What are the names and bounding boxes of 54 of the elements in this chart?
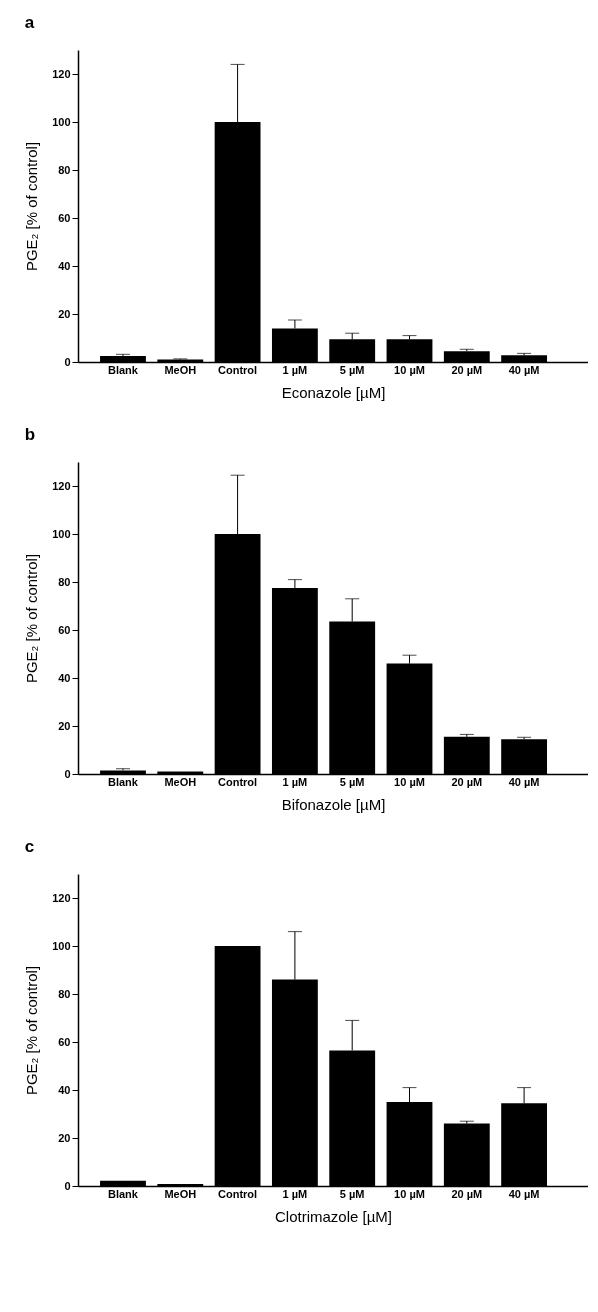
x-tick-label: Blank bbox=[108, 775, 139, 788]
x-tick-label: 20 µM bbox=[451, 1187, 483, 1200]
y-tick-label: 0 bbox=[64, 1179, 71, 1192]
y-tick-label: 60 bbox=[58, 211, 71, 224]
y-tick-label: 120 bbox=[52, 891, 71, 904]
y-tick-label: 0 bbox=[64, 355, 71, 368]
y-tick-label: 20 bbox=[58, 307, 71, 320]
x-tick-label: Control bbox=[218, 363, 258, 376]
x-tick-label: 5 µM bbox=[339, 1187, 365, 1200]
x-tick-label: 5 µM bbox=[339, 363, 365, 376]
y-tick-label: 80 bbox=[58, 987, 71, 1000]
x-tick-label: 40 µM bbox=[508, 1187, 540, 1200]
y-tick-label: 40 bbox=[58, 259, 71, 272]
x-tick-label: 10 µM bbox=[394, 363, 425, 376]
y-tick-label: 120 bbox=[52, 479, 71, 492]
y-tick-label: 60 bbox=[58, 1035, 71, 1048]
y-tick-label: 40 bbox=[58, 1083, 71, 1096]
x-tick-label: MeOH bbox=[164, 363, 197, 376]
y-tick-label: 80 bbox=[58, 575, 71, 588]
x-tick-label: Blank bbox=[108, 363, 139, 376]
x-tick-label: MeOH bbox=[164, 1187, 197, 1200]
y-tick-label: 0 bbox=[64, 767, 71, 780]
x-axis-title: Econazole [µM] bbox=[281, 383, 386, 401]
x-tick-label: 10 µM bbox=[394, 775, 425, 788]
y-tick-label: 60 bbox=[58, 623, 71, 636]
chart-title: b bbox=[24, 425, 36, 444]
y-tick-label: 20 bbox=[58, 719, 71, 732]
x-tick-label: 10 µM bbox=[394, 1187, 425, 1200]
y-tick-label: 100 bbox=[52, 939, 71, 952]
y-tick-label: 120 bbox=[52, 67, 71, 80]
chart-title: c bbox=[24, 837, 35, 856]
x-tick-label: 1 µM bbox=[282, 1187, 308, 1200]
x-tick-label: 20 µM bbox=[451, 775, 483, 788]
x-tick-label: Control bbox=[218, 1187, 258, 1200]
y-tick-label: 80 bbox=[58, 163, 71, 176]
y-axis-title: PGE₂ [% of control] bbox=[23, 141, 41, 272]
x-tick-label: 40 µM bbox=[508, 363, 540, 376]
x-tick-label: 1 µM bbox=[282, 363, 308, 376]
x-tick-label: Blank bbox=[108, 1187, 139, 1200]
x-tick-label: 20 µM bbox=[451, 363, 483, 376]
x-tick-label: 1 µM bbox=[282, 775, 308, 788]
y-tick-label: 100 bbox=[52, 527, 71, 540]
y-tick-label: 20 bbox=[58, 1131, 71, 1144]
x-axis-title: Bifonazole [µM] bbox=[281, 795, 386, 813]
chart-title: a bbox=[24, 13, 35, 32]
x-axis-title: Clotrimazole [µM] bbox=[275, 1207, 392, 1225]
x-tick-label: MeOH bbox=[164, 775, 197, 788]
y-tick-label: 40 bbox=[58, 671, 71, 684]
x-tick-label: Control bbox=[218, 775, 258, 788]
x-tick-label: 40 µM bbox=[508, 775, 540, 788]
y-tick-label: 100 bbox=[52, 115, 71, 128]
x-tick-label: 5 µM bbox=[339, 775, 365, 788]
y-axis-title: PGE₂ [% of control] bbox=[23, 965, 41, 1096]
y-axis-title: PGE₂ [% of control] bbox=[23, 553, 41, 684]
